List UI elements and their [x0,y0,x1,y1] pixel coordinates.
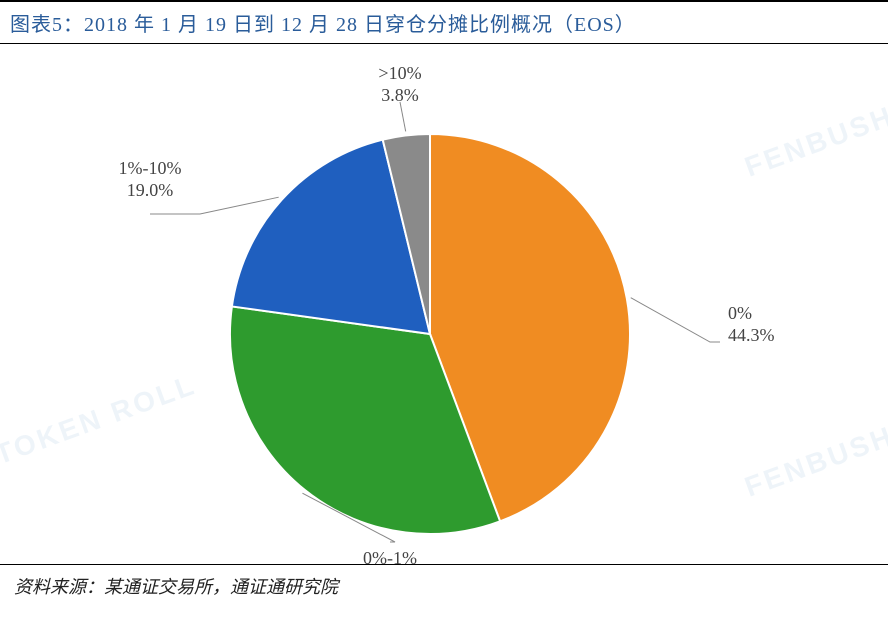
slice-label-zero-name: 0% [728,303,752,323]
slice-label-one_ten-pct: 19.0% [127,180,174,200]
source-line: 资料来源：某通证交易所，通证通研究院 [0,564,888,603]
chart-area: TOKEN ROLL FENBUSHI FENBUSHI 0%44.3%0%-1… [0,44,888,564]
slice-label-gt10-name: >10% [378,63,421,83]
pie-chart: 0%44.3%0%-1%32.9%1%-10%19.0%>10%3.8% [0,44,888,564]
slice-label-gt10-pct: 3.8% [381,85,419,105]
leader-line-gt10 [400,102,406,131]
slice-label-lt1-name: 0%-1% [363,548,417,564]
leader-line-zero [631,298,720,342]
figure-container: 图表5：2018 年 1 月 19 日到 12 月 28 日穿仓分摊比例概况（E… [0,0,888,637]
chart-title: 图表5：2018 年 1 月 19 日到 12 月 28 日穿仓分摊比例概况（E… [0,0,888,44]
slice-label-zero-pct: 44.3% [728,325,775,345]
slice-label-one_ten-name: 1%-10% [119,158,182,178]
